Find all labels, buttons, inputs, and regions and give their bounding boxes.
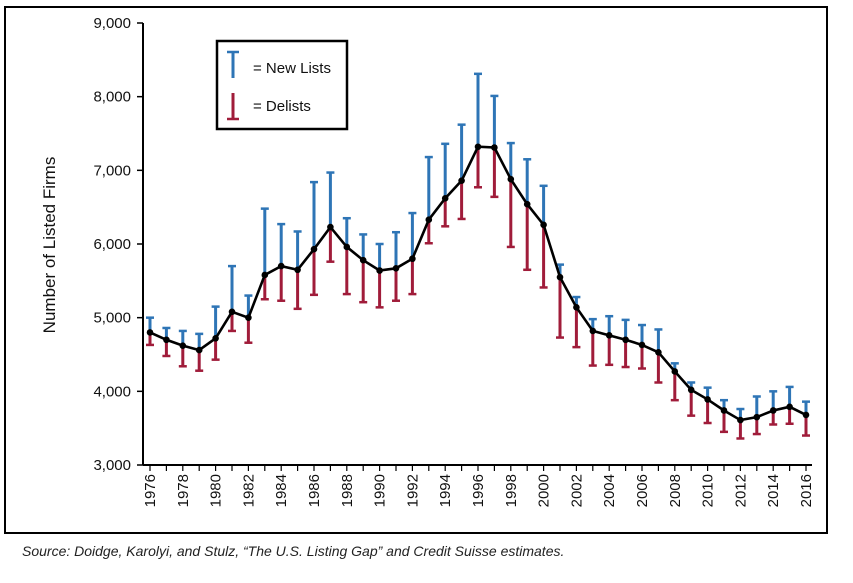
axes-group: 3,000 4,000 5,000 6,000 7,000 8,000 9,000 1976 1… — [93, 15, 815, 507]
data-point-1986 — [310, 245, 318, 253]
data-point-2003 — [589, 327, 597, 335]
y-tick-label: 6,000 — [93, 236, 131, 253]
data-point-2016 — [802, 411, 810, 419]
x-tick-label: 1976 — [142, 474, 159, 507]
source-note: Source: Doidge, Karolyi, and Stulz, “The… — [22, 543, 565, 559]
y-tick-label: 5,000 — [93, 310, 131, 327]
data-point-1985 — [294, 266, 301, 274]
y-tick-label: 7,000 — [93, 162, 131, 179]
y-axis-title: Number of Listed Firms — [40, 157, 59, 334]
data-point-1991 — [392, 265, 400, 272]
x-tick-label: 2014 — [765, 474, 782, 507]
data-point-1988 — [343, 243, 351, 251]
data-point-2012 — [737, 416, 744, 424]
data-point-2000 — [540, 221, 547, 229]
data-point-1992 — [409, 255, 416, 263]
data-point-1980 — [212, 334, 219, 342]
x-tick-label: 2012 — [732, 474, 749, 507]
main-line-group — [146, 143, 810, 424]
x-tick-label: 1990 — [372, 474, 389, 507]
data-point-1997 — [491, 144, 498, 151]
x-tick-label: 1992 — [404, 474, 421, 507]
data-point-1998 — [507, 175, 515, 183]
data-point-1979 — [195, 346, 203, 354]
y-tick-label: 8,000 — [93, 89, 131, 106]
data-point-2011 — [720, 407, 728, 414]
x-tick-label: 1982 — [240, 474, 257, 507]
new-lists-legend-icon — [227, 50, 239, 78]
delists-legend-icon — [227, 93, 239, 121]
data-point-1990 — [376, 267, 383, 274]
data-point-1993 — [425, 216, 433, 223]
error-bars-group — [146, 72, 810, 440]
y-tick-label: 4,000 — [93, 383, 131, 400]
legend-box — [215, 39, 349, 131]
data-point-2008 — [671, 368, 679, 375]
x-tick-label: 1998 — [503, 474, 520, 507]
x-tick-label: 1984 — [273, 474, 290, 507]
x-tick-label: 2002 — [568, 474, 585, 507]
data-point-2006 — [638, 341, 646, 349]
data-point-2009 — [687, 386, 695, 394]
data-point-1984 — [277, 262, 285, 270]
data-point-1994 — [441, 195, 449, 202]
data-point-1983 — [261, 271, 269, 279]
x-tick-label: 2010 — [700, 474, 717, 507]
listed-firms-chart: 3,000 4,000 5,000 6,000 7,000 8,000 9,000 1976 1… — [40, 15, 815, 507]
data-point-2010 — [704, 396, 711, 403]
data-point-1982 — [245, 314, 252, 321]
data-point-2005 — [622, 336, 629, 344]
x-tick-label: 2008 — [667, 474, 684, 507]
data-point-1989 — [359, 256, 367, 264]
data-point-1995 — [458, 177, 465, 184]
x-tick-label: 1994 — [437, 474, 454, 507]
x-tick-label: 2004 — [601, 474, 618, 507]
x-tick-label: 1978 — [175, 474, 192, 507]
legend: = New Lists = Delists — [215, 39, 349, 131]
legend-label-new-lists: = New Lists — [253, 60, 331, 77]
x-tick-label: 1988 — [339, 474, 356, 507]
x-tick-label: 2016 — [798, 474, 815, 507]
data-point-2002 — [573, 304, 580, 311]
x-tick-label: 1980 — [208, 474, 225, 507]
data-point-1987 — [327, 223, 334, 231]
data-point-1981 — [228, 308, 236, 316]
data-point-2015 — [786, 403, 793, 411]
data-point-2001 — [556, 273, 564, 281]
data-point-1999 — [523, 200, 531, 208]
x-tick-label: 1986 — [306, 474, 323, 507]
x-tick-label: 1996 — [470, 474, 487, 507]
y-tick-label: 9,000 — [93, 15, 131, 32]
data-point-1978 — [179, 342, 187, 349]
chart-frame — [4, 6, 828, 534]
x-tick-label: 2006 — [634, 474, 651, 507]
data-point-1977 — [163, 336, 170, 344]
x-tick-label: 2000 — [536, 474, 553, 507]
data-point-2014 — [769, 407, 777, 414]
data-point-1976 — [146, 329, 154, 336]
data-point-2013 — [753, 413, 761, 421]
data-point-1996 — [474, 143, 482, 151]
y-tick-label: 3,000 — [93, 457, 131, 474]
data-point-2004 — [605, 332, 613, 339]
legend-label-delists: = Delists — [253, 98, 311, 115]
data-point-2007 — [655, 348, 662, 356]
